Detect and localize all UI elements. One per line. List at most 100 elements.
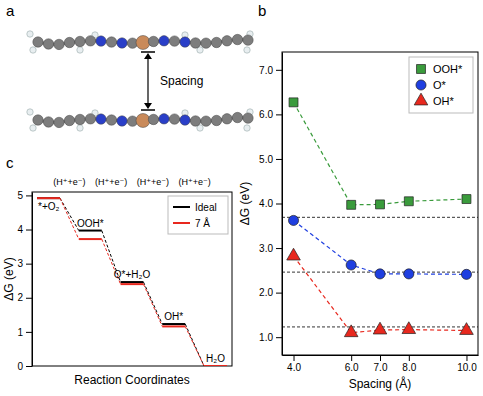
data-point bbox=[376, 200, 385, 209]
tick-label: 6.0 bbox=[259, 109, 273, 120]
legend-label: 7 Å bbox=[195, 217, 210, 229]
nitrogen-atom bbox=[180, 115, 190, 125]
tick-mark bbox=[466, 355, 467, 361]
tick-label: 10.0 bbox=[457, 362, 477, 373]
tick-mark bbox=[380, 355, 381, 361]
level-label: *+O₂ bbox=[38, 201, 60, 212]
panel-label: c bbox=[6, 154, 14, 171]
data-point bbox=[462, 195, 471, 204]
molecule-bottom bbox=[27, 109, 253, 131]
plot-area bbox=[37, 198, 227, 366]
carbon-atom bbox=[43, 117, 53, 127]
panel-b: b4.06.07.08.010.01.02.03.04.05.06.07.0Sp… bbox=[238, 2, 479, 391]
step-annotation: (H⁺+e⁻) bbox=[53, 177, 85, 187]
tick: 7.0 bbox=[259, 65, 282, 76]
carbon-atom bbox=[243, 35, 253, 45]
hydrogen bbox=[30, 125, 36, 131]
legend-marker bbox=[416, 80, 426, 90]
hydrogen bbox=[27, 109, 33, 115]
legend: OOH*O*OH* bbox=[409, 57, 473, 113]
spacing-arrow bbox=[147, 58, 148, 104]
nitrogen-atom bbox=[117, 116, 127, 126]
nitrogen-atom bbox=[117, 38, 127, 48]
figure: aSpacingb4.06.07.08.010.01.02.03.04.05.0… bbox=[0, 0, 483, 396]
hydrogen bbox=[77, 125, 83, 131]
legend-line bbox=[173, 222, 190, 224]
spacing-bar bbox=[141, 109, 155, 111]
connector bbox=[185, 324, 204, 366]
data-point bbox=[346, 260, 356, 270]
carbon-atom bbox=[190, 38, 200, 48]
tick-label: 4 bbox=[17, 224, 23, 235]
y-axis: 012345 bbox=[17, 190, 32, 372]
nitrogen-atom bbox=[96, 36, 106, 46]
carbon-atom bbox=[243, 113, 253, 123]
carbon-atom bbox=[190, 116, 200, 126]
tick-mark bbox=[276, 159, 282, 160]
x-axis-title: Spacing (Å) bbox=[349, 376, 412, 391]
hydrogen bbox=[244, 47, 250, 53]
carbon-atom bbox=[75, 114, 85, 124]
tick-mark bbox=[26, 264, 32, 265]
reference-line bbox=[282, 217, 478, 218]
energy-level bbox=[37, 197, 60, 199]
carbon-atom bbox=[64, 115, 74, 125]
legend-line bbox=[173, 206, 190, 208]
connector bbox=[143, 284, 162, 326]
hydrogen bbox=[77, 47, 83, 53]
level-label: OOH* bbox=[77, 218, 104, 229]
data-point bbox=[460, 323, 474, 335]
data-point bbox=[404, 269, 414, 279]
tick-mark bbox=[276, 337, 282, 338]
tick: 1.0 bbox=[259, 332, 282, 343]
level-label: OH* bbox=[164, 311, 183, 322]
legend-label: O* bbox=[433, 79, 447, 91]
tick-mark bbox=[276, 204, 282, 205]
data-point bbox=[347, 200, 356, 209]
carbon-atom bbox=[232, 112, 242, 122]
energy-level bbox=[121, 283, 144, 285]
tick: 10.0 bbox=[457, 355, 477, 373]
nitrogen-atom bbox=[96, 114, 106, 124]
panel-label: a bbox=[6, 2, 15, 19]
energy-level bbox=[204, 365, 227, 366]
panel-c: c012345*+O₂OOH*O*+H₂OOH*H₂O(H⁺+e⁻)(H⁺+e⁻… bbox=[2, 154, 232, 387]
data-point bbox=[402, 322, 416, 334]
legend-label: OOH* bbox=[433, 63, 463, 75]
step-annotation: (H⁺+e⁻) bbox=[178, 177, 210, 187]
x-axis-title: Reaction Coordinates bbox=[74, 373, 189, 387]
carbon-atom bbox=[222, 36, 232, 46]
carbon-atom bbox=[33, 115, 43, 125]
step-annotation: (H⁺+e⁻) bbox=[137, 177, 169, 187]
legend-label: Ideal bbox=[195, 202, 217, 213]
tick-label: 7.0 bbox=[374, 362, 388, 373]
hydrogen bbox=[244, 125, 250, 131]
carbon-atom bbox=[201, 116, 211, 126]
tick: 8.0 bbox=[402, 355, 416, 373]
tick-label: 3 bbox=[17, 258, 23, 269]
legend-marker bbox=[414, 93, 428, 105]
tick-label: 5.0 bbox=[259, 154, 273, 165]
tick: 3 bbox=[17, 258, 32, 269]
carbon-atom bbox=[211, 115, 221, 125]
metal-atom bbox=[136, 35, 150, 49]
tick-label: 0 bbox=[17, 361, 23, 372]
carbon-atom bbox=[148, 36, 158, 46]
spacing-bar bbox=[141, 51, 155, 53]
tick-mark bbox=[26, 332, 32, 333]
energy-level bbox=[79, 230, 102, 232]
data-point bbox=[461, 269, 471, 279]
tick: 2.0 bbox=[259, 287, 282, 298]
panel-label: b bbox=[258, 2, 266, 19]
connector bbox=[143, 282, 162, 324]
legend-box bbox=[409, 57, 473, 113]
tick: 6.0 bbox=[259, 109, 282, 120]
nitrogen-atom bbox=[159, 114, 169, 124]
legend: Ideal 7 Å bbox=[168, 196, 228, 234]
tick-mark bbox=[26, 298, 32, 299]
data-point bbox=[375, 269, 385, 279]
frame bbox=[282, 52, 478, 355]
carbon-atom bbox=[85, 114, 95, 124]
data-point bbox=[404, 197, 413, 206]
carbon-atom bbox=[54, 117, 64, 127]
